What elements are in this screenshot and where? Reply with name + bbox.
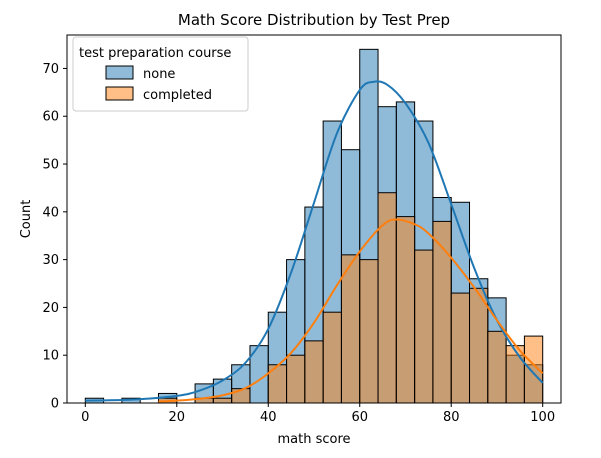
legend-label-completed: completed <box>143 88 212 103</box>
y-tick-label: 60 <box>42 110 59 125</box>
y-tick-label: 50 <box>42 158 59 173</box>
y-tick-label: 70 <box>42 62 59 77</box>
y-tick-label: 30 <box>42 253 59 268</box>
legend-swatch-completed <box>105 86 134 101</box>
kde-curves <box>85 80 544 403</box>
chart-title: Math Score Distribution by Test Prep <box>178 11 450 29</box>
bar-completed-17 <box>395 216 416 404</box>
x-tick-label: 20 <box>169 410 186 425</box>
x-tick-label: 60 <box>351 410 368 425</box>
bar-completed-16 <box>377 192 397 404</box>
y-axis-ticks: 0 10 20 30 40 50 60 70 <box>42 62 67 412</box>
bar-completed-12 <box>304 340 324 404</box>
bars-completed-series <box>157 192 544 404</box>
legend-label-none: none <box>143 67 175 82</box>
x-tick-label: 0 <box>81 410 89 425</box>
y-axis-label: Count <box>19 200 34 239</box>
kde-line-completed <box>158 218 544 403</box>
bar-completed-22 <box>487 330 507 404</box>
bar-completed-13 <box>322 311 342 404</box>
bar-completed-18 <box>414 249 434 404</box>
bar-completed-15 <box>359 259 379 404</box>
x-axis-label: math score <box>277 432 350 447</box>
bar-completed-7 <box>212 397 233 404</box>
bar-completed-21 <box>469 287 489 404</box>
x-tick-label: 100 <box>530 410 555 425</box>
legend: test preparation course none completed <box>72 36 249 112</box>
plot-frame <box>66 34 562 404</box>
legend-swatch-none <box>105 65 134 80</box>
y-tick-label: 20 <box>42 301 59 316</box>
bar-completed-20 <box>450 292 471 404</box>
y-tick-label: 10 <box>42 349 59 364</box>
bar-completed-14 <box>340 254 361 404</box>
x-axis-ticks: 0 20 40 60 80 100 <box>81 403 555 425</box>
x-tick-label: 40 <box>260 410 277 425</box>
legend-title: test preparation course <box>79 46 231 61</box>
y-tick-label: 0 <box>51 397 59 412</box>
bar-completed-11 <box>286 354 306 404</box>
bar-completed-23 <box>505 345 525 404</box>
kde-line-none <box>85 80 544 402</box>
x-tick-label: 80 <box>443 410 460 425</box>
y-tick-label: 40 <box>42 205 59 220</box>
